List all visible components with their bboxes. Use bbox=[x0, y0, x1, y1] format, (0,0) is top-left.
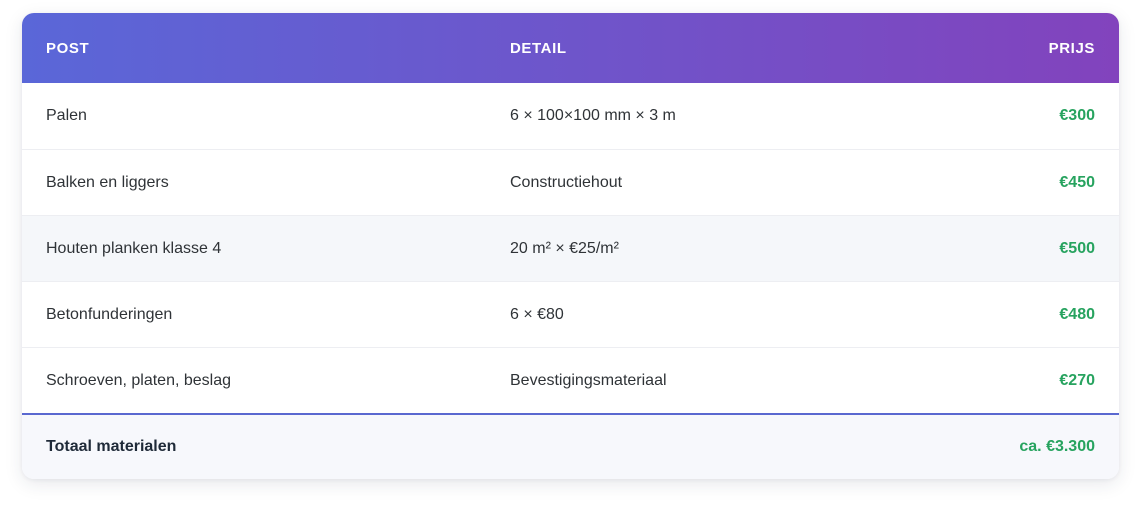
table-row: Balken en liggers Constructiehout €450 bbox=[22, 149, 1119, 215]
cell-prijs: €480 bbox=[1059, 305, 1095, 323]
cell-post: Balken en liggers bbox=[46, 173, 169, 191]
cell-post: Houten planken klasse 4 bbox=[46, 239, 222, 257]
cell-prijs: €300 bbox=[1059, 107, 1095, 124]
cell-prijs: €500 bbox=[1059, 239, 1095, 257]
table-header-row: POST DETAIL PRIJS bbox=[22, 13, 1119, 83]
cell-detail: 20 m² × €25/m² bbox=[510, 239, 619, 257]
table-row: Betonfunderingen 6 × €80 €480 bbox=[22, 281, 1119, 347]
table-row: Palen 6 × 100×100 mm × 3 m €300 bbox=[22, 83, 1119, 149]
column-header-post: POST bbox=[46, 39, 90, 57]
cell-prijs: €450 bbox=[1059, 173, 1095, 191]
table-body: Palen 6 × 100×100 mm × 3 m €300 Balken e… bbox=[22, 83, 1119, 413]
cell-post: Betonfunderingen bbox=[46, 305, 173, 323]
cell-detail: 6 × 100×100 mm × 3 m bbox=[510, 107, 676, 124]
column-header-prijs: PRIJS bbox=[1048, 39, 1095, 57]
cell-post: Schroeven, platen, beslag bbox=[46, 371, 232, 389]
materials-cost-table: POST DETAIL PRIJS Palen 6 × 100×100 mm ×… bbox=[22, 13, 1119, 479]
table-row: Houten planken klasse 4 20 m² × €25/m² €… bbox=[22, 215, 1119, 281]
cell-prijs: €270 bbox=[1059, 371, 1095, 389]
total-row: Totaal materialen ca. €3.300 bbox=[22, 413, 1119, 479]
cell-detail: Constructiehout bbox=[510, 173, 623, 191]
table-row: Schroeven, platen, beslag Bevestigingsma… bbox=[22, 347, 1119, 413]
cell-post: Palen bbox=[46, 107, 87, 124]
total-label: Totaal materialen bbox=[46, 438, 177, 455]
cell-detail: Bevestigingsmateriaal bbox=[510, 371, 667, 389]
cell-detail: 6 × €80 bbox=[510, 305, 564, 323]
column-header-detail: DETAIL bbox=[510, 39, 567, 57]
total-value: ca. €3.300 bbox=[1019, 438, 1095, 455]
